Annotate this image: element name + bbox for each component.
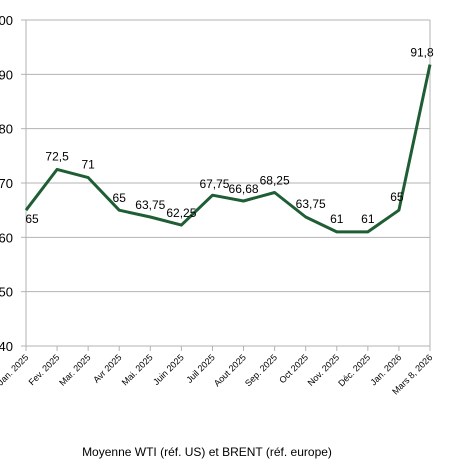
x-tick-label: Mai. 2025 — [120, 352, 155, 387]
data-label: 61 — [361, 212, 375, 226]
y-tick-label: 100 — [0, 13, 13, 28]
data-label: 65 — [25, 212, 39, 226]
x-tick-label: Sep. 2025 — [243, 352, 279, 388]
data-label: 65 — [113, 191, 127, 205]
data-label: 72,5 — [45, 149, 69, 163]
data-label: 63,75 — [135, 198, 165, 212]
data-label: 71 — [81, 158, 95, 172]
y-tick-label: 50 — [0, 285, 13, 300]
x-tick-label: Aout 2025 — [212, 352, 248, 388]
series-line — [24, 64, 432, 234]
x-tick-label: Fev. 2025 — [27, 352, 62, 387]
x-tick-label: Déc. 2025 — [336, 352, 372, 388]
data-label: 66,68 — [229, 182, 259, 196]
data-label: 61 — [330, 212, 344, 226]
y-tick-label: 90 — [0, 67, 13, 82]
x-tick-label: Mar. 2025 — [57, 352, 92, 387]
data-label: 62,25 — [166, 206, 196, 220]
x-axis-label: Moyenne WTI (réf. US) et BRENT (réf. eur… — [82, 445, 332, 459]
y-tick-label: 60 — [0, 230, 13, 245]
data-label: 68,25 — [260, 174, 290, 188]
data-label: 65 — [390, 190, 404, 204]
x-tick-label: Jan. 2025 — [0, 352, 30, 387]
y-axis-ticks: 40 50 60 70 80 90 100 — [0, 13, 13, 354]
x-tick-label: Juin 2025 — [151, 352, 186, 387]
x-tick-label: Nov. 2025 — [306, 352, 342, 388]
y-tick-label: 80 — [0, 122, 13, 137]
y-tick-label: 70 — [0, 176, 13, 191]
data-label: 67,75 — [199, 177, 229, 191]
data-label: 63,75 — [296, 197, 326, 211]
y-tick-label: 40 — [0, 339, 13, 354]
data-label: 91,8 — [410, 46, 434, 60]
